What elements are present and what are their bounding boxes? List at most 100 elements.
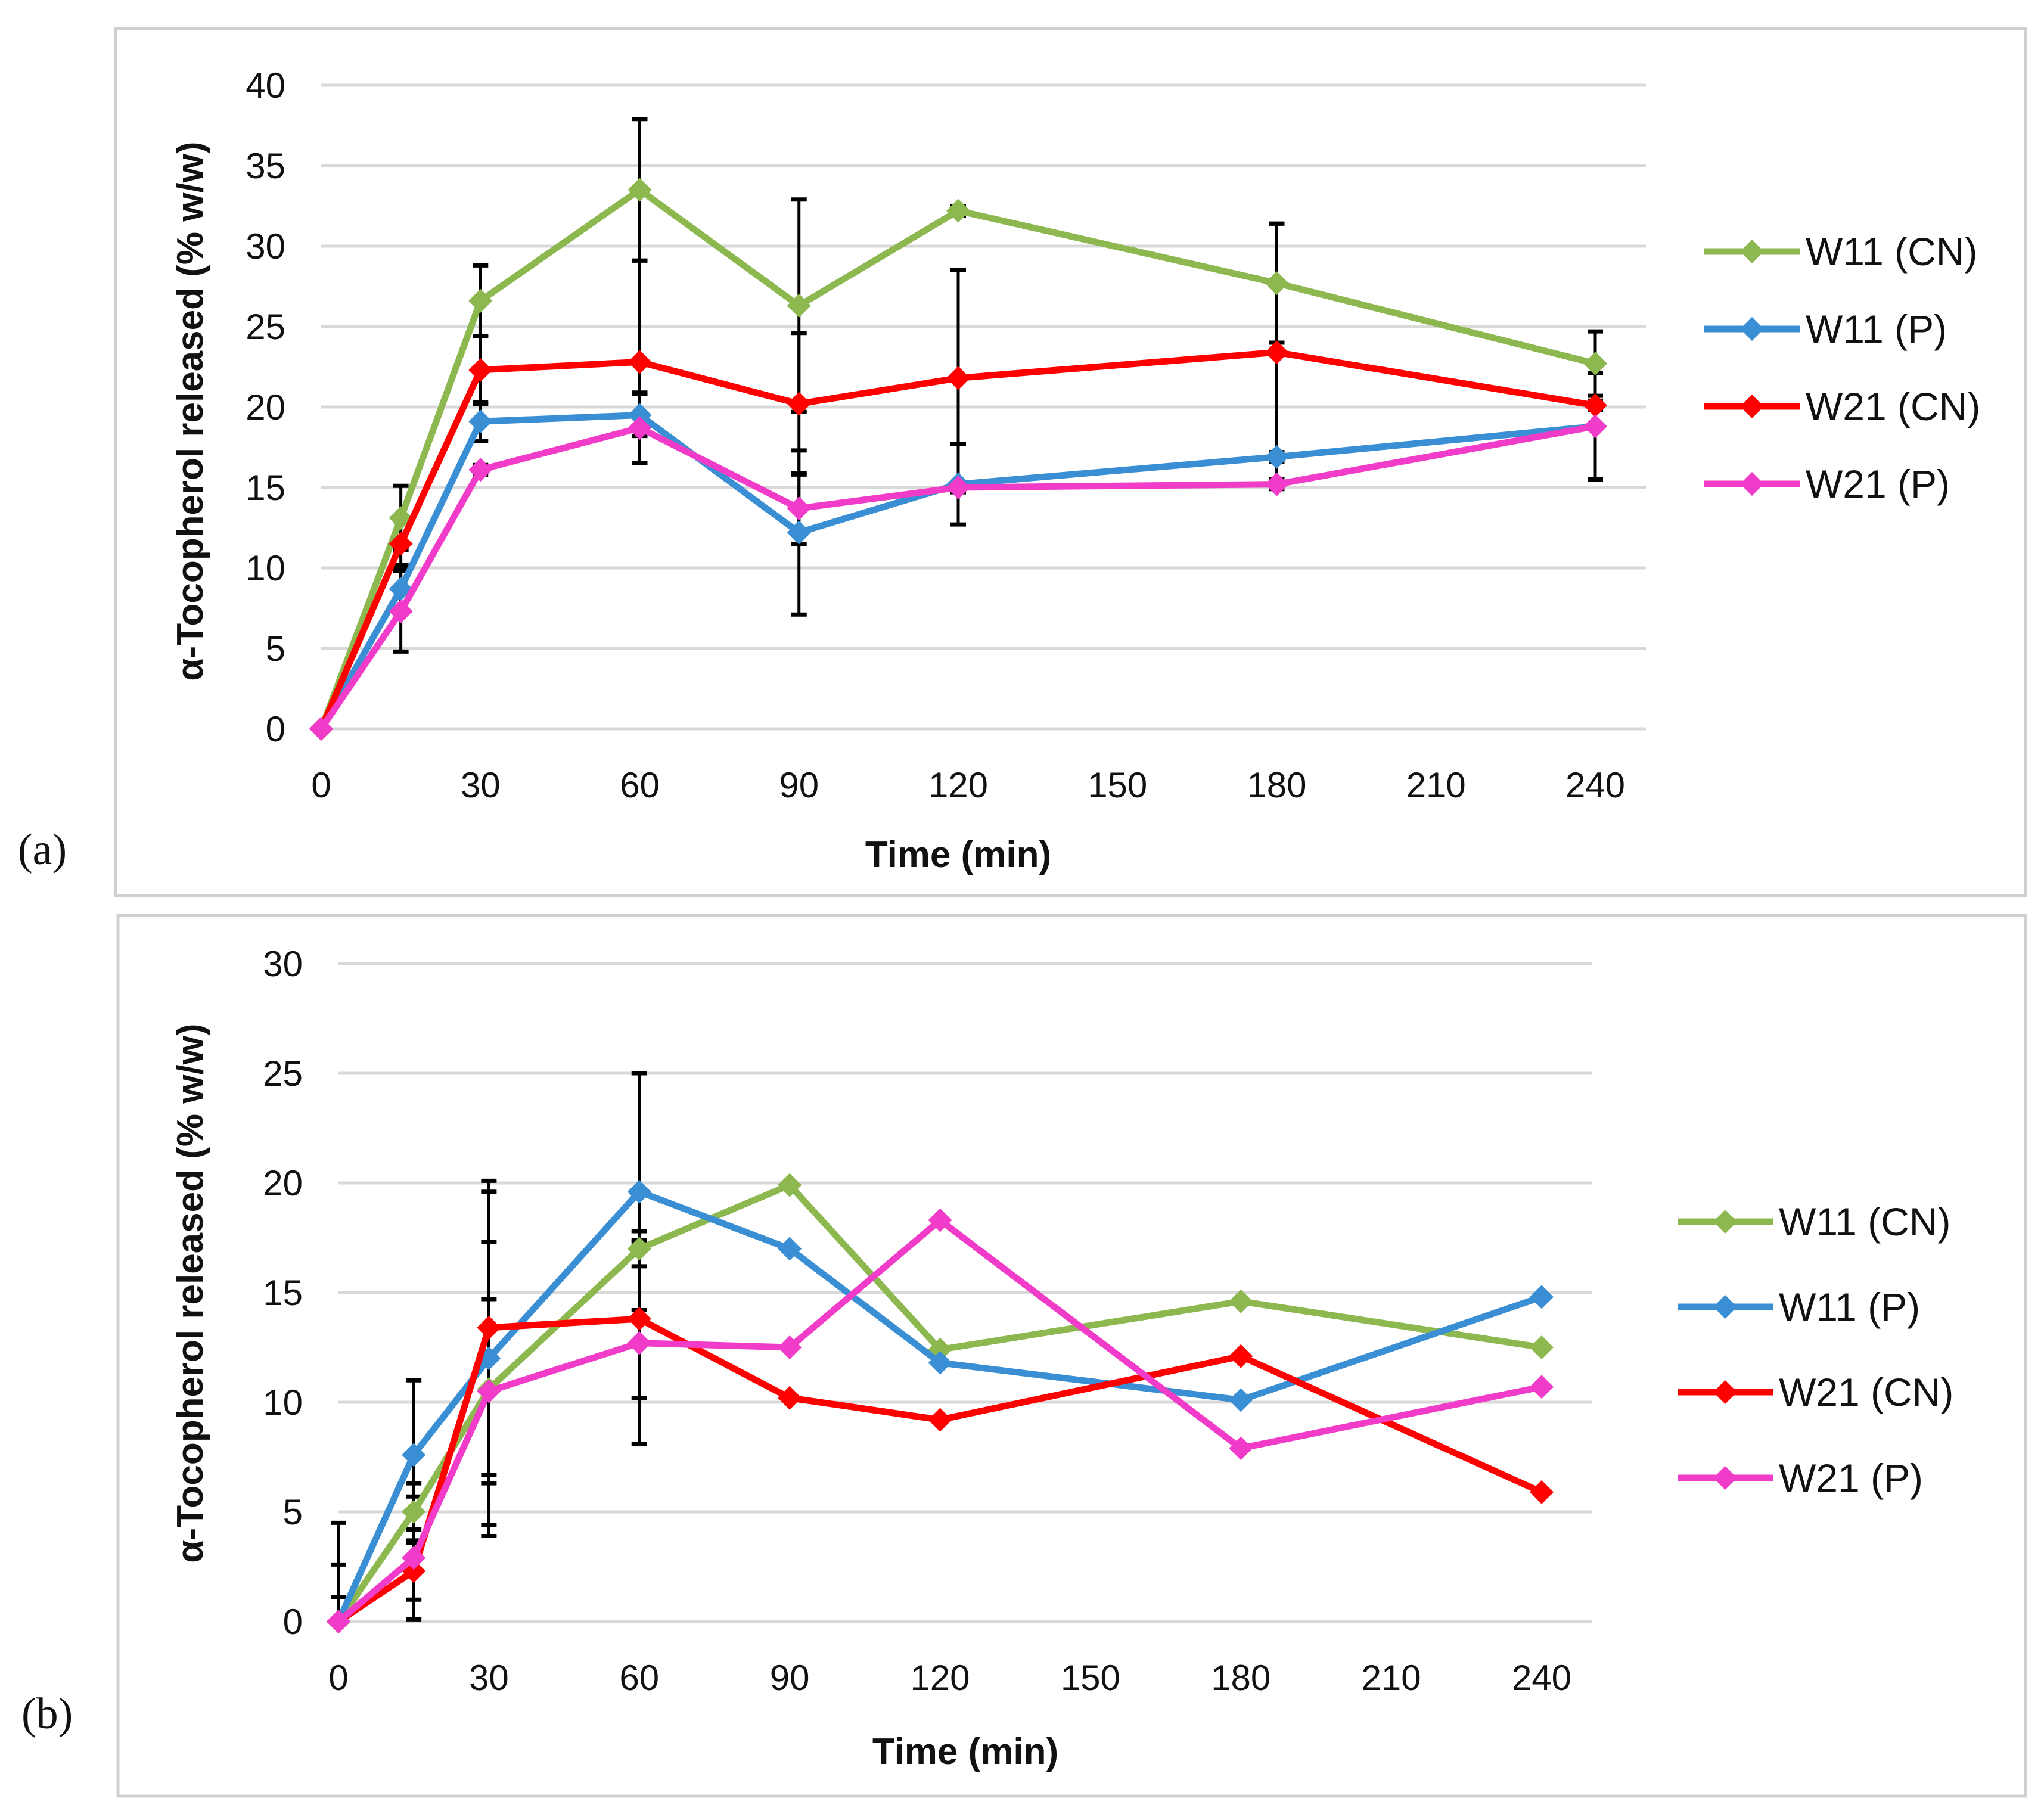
x-tick-label: 0: [328, 1658, 348, 1698]
data-point: [1530, 1480, 1554, 1504]
data-point: [627, 1331, 651, 1355]
y-tick-label: 25: [246, 307, 285, 347]
data-point: [1265, 472, 1289, 496]
legend-label: W11 (P): [1806, 307, 1947, 351]
data-point: [402, 1546, 426, 1570]
x-tick-label: 210: [1362, 1658, 1421, 1698]
data-point: [327, 1610, 350, 1633]
data-point: [1229, 1388, 1253, 1412]
y-tick-label: 15: [246, 468, 285, 508]
y-tick-label: 20: [263, 1163, 303, 1203]
data-point: [787, 496, 811, 521]
x-tick-label: 210: [1406, 765, 1466, 805]
y-tick-label: 5: [266, 629, 285, 669]
data-point: [628, 178, 652, 202]
legend-marker: [1713, 1380, 1737, 1404]
data-point: [946, 476, 970, 499]
legend-label: W11 (CN): [1806, 229, 1977, 274]
data-point: [628, 416, 652, 440]
x-tick-label: 30: [469, 1658, 509, 1698]
data-point: [778, 1386, 802, 1410]
panel-a-label: (a): [18, 825, 67, 874]
legend-marker: [1740, 317, 1764, 341]
x-tick-label: 120: [910, 1658, 970, 1698]
data-point: [928, 1208, 952, 1232]
data-point: [946, 198, 970, 223]
data-point: [787, 392, 811, 416]
x-tick-label: 60: [619, 1658, 659, 1698]
panel-b-y-axis-label: α-Tocopherol released (% w/w): [170, 1023, 211, 1563]
data-point: [928, 1350, 952, 1375]
data-point: [627, 1307, 651, 1331]
legend-label: W21 (P): [1779, 1456, 1923, 1500]
series-line-2: [318, 349, 1596, 731]
y-tick-label: 5: [283, 1492, 303, 1532]
x-tick-label: 0: [311, 765, 331, 805]
y-tick-label: 10: [263, 1383, 303, 1422]
data-point: [1229, 1344, 1253, 1368]
y-tick-label: 10: [246, 548, 285, 588]
x-tick-label: 150: [1088, 765, 1147, 805]
data-point: [628, 350, 652, 374]
panel-b: (b) Time (min) α-Tocopherol released (% …: [21, 914, 2027, 1798]
data-point: [946, 366, 970, 390]
data-point: [1583, 414, 1607, 439]
panel-a-frame: [114, 27, 2027, 897]
series-line-3: [336, 1217, 1543, 1625]
data-point: [468, 458, 493, 482]
panel-a: (a) Time (min) α-Tocopherol released (% …: [18, 27, 2027, 897]
data-point: [928, 1408, 952, 1432]
legend-label: W11 (P): [1779, 1285, 1920, 1329]
x-tick-label: 90: [779, 765, 819, 805]
x-tick-label: 180: [1247, 765, 1306, 805]
panel-b-x-axis-label: Time (min): [872, 1731, 1058, 1772]
x-tick-label: 150: [1061, 1658, 1120, 1698]
data-point: [627, 1179, 651, 1204]
data-point: [389, 599, 413, 623]
data-point: [1265, 445, 1289, 469]
y-tick-label: 0: [266, 709, 285, 749]
legend-marker: [1713, 1295, 1737, 1319]
data-point: [1229, 1436, 1253, 1461]
legend-marker: [1713, 1210, 1737, 1234]
data-point: [1229, 1289, 1253, 1313]
data-point: [1265, 340, 1289, 365]
y-tick-label: 0: [283, 1602, 303, 1642]
x-tick-label: 90: [770, 1658, 810, 1698]
data-point: [468, 288, 493, 313]
legend-label: W21 (P): [1806, 462, 1950, 506]
data-point: [389, 532, 413, 556]
data-point: [402, 1443, 426, 1467]
data-point: [1583, 352, 1607, 376]
series-line-1: [335, 1188, 1543, 1623]
legend-label: W11 (CN): [1779, 1200, 1950, 1244]
y-tick-label: 15: [263, 1273, 303, 1313]
data-point: [468, 358, 493, 382]
y-tick-label: 40: [246, 66, 285, 105]
data-point: [627, 1237, 651, 1261]
data-point: [778, 1237, 802, 1261]
series-line-1: [318, 412, 1596, 731]
data-point: [778, 1335, 802, 1359]
series-line-0: [318, 187, 1596, 730]
x-tick-label: 180: [1211, 1658, 1270, 1698]
data-point: [1530, 1375, 1554, 1399]
panel-b-frame: [116, 914, 2027, 1798]
panel-a-x-axis-label: Time (min): [865, 834, 1051, 875]
data-point: [787, 520, 811, 545]
data-point: [787, 293, 811, 318]
y-tick-label: 25: [263, 1054, 303, 1094]
legend-marker: [1740, 240, 1764, 263]
legend-marker: [1713, 1466, 1737, 1490]
x-tick-label: 120: [928, 765, 988, 805]
data-point: [1583, 393, 1607, 418]
y-tick-label: 30: [263, 944, 303, 984]
data-point: [309, 717, 333, 741]
legend-marker: [1740, 472, 1764, 496]
x-tick-label: 240: [1512, 1658, 1571, 1698]
panel-b-label: (b): [21, 1689, 73, 1738]
x-tick-label: 240: [1565, 765, 1625, 805]
data-point: [402, 1500, 426, 1524]
panel-a-y-axis-label: α-Tocopherol released (% w/w): [170, 141, 211, 681]
